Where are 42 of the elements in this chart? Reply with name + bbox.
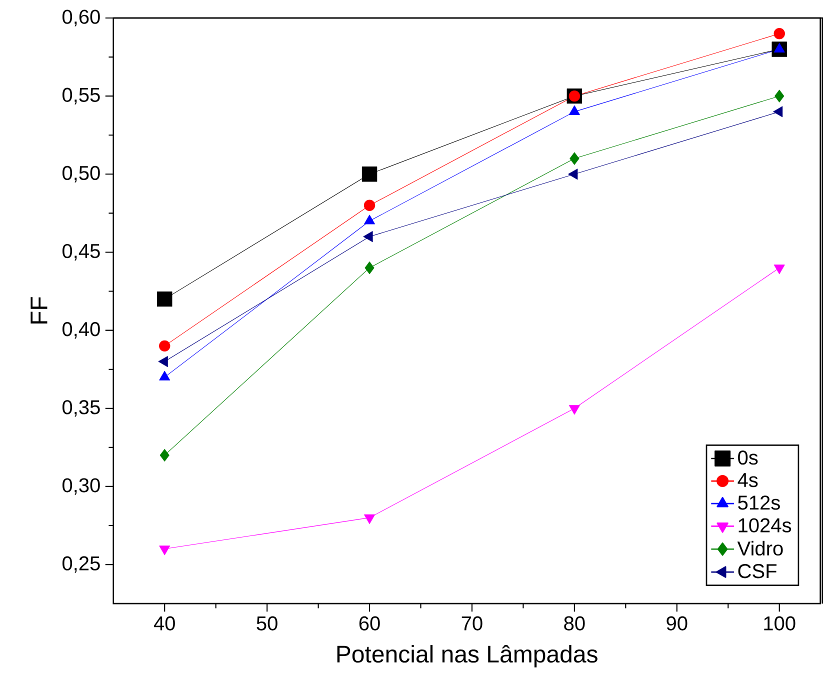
legend-label: 4s	[738, 473, 758, 487]
point	[774, 42, 785, 52]
point	[364, 214, 375, 224]
point	[160, 448, 170, 462]
legend-label: CSF	[738, 564, 776, 578]
point	[363, 231, 373, 242]
x-tick-label: 80	[564, 616, 585, 630]
x-tick-label: 90	[666, 616, 688, 630]
point	[157, 291, 172, 307]
point	[773, 106, 783, 118]
x-tick-label: 70	[462, 616, 482, 630]
point	[364, 261, 374, 274]
point	[774, 28, 785, 40]
y-tick-label: 0,45	[62, 244, 100, 260]
y-tick-label: 0,30	[62, 478, 100, 495]
y-tick-label: 0,55	[62, 88, 100, 104]
point	[364, 514, 375, 524]
point	[568, 404, 580, 415]
point	[159, 546, 170, 556]
legend-label: 1024s	[738, 518, 792, 532]
legend-label: 0s	[738, 450, 758, 465]
legend-label: 512s	[738, 495, 780, 510]
y-axis-title: FF	[30, 296, 48, 324]
y-tick-label: 0,60	[62, 10, 100, 26]
point	[774, 264, 785, 274]
point	[568, 105, 580, 115]
point	[774, 90, 784, 102]
point	[362, 166, 378, 182]
y-tick-label: 0,35	[62, 400, 100, 417]
point	[159, 340, 170, 352]
x-tick-label: 50	[256, 616, 278, 630]
point	[568, 168, 578, 180]
x-tick-label: 60	[359, 616, 380, 630]
point	[570, 152, 580, 165]
y-tick-label: 0,25	[62, 556, 100, 573]
x-tick-label: 100	[764, 616, 796, 630]
y-tick-label: 0,40	[62, 322, 100, 338]
y-tick-label: 0,50	[62, 166, 100, 182]
legend-label: Vidro	[737, 540, 783, 556]
x-tick-label: 40	[154, 616, 175, 630]
x-axis-title: Potencial nas Lâmpadas	[337, 644, 598, 668]
point	[364, 200, 376, 211]
